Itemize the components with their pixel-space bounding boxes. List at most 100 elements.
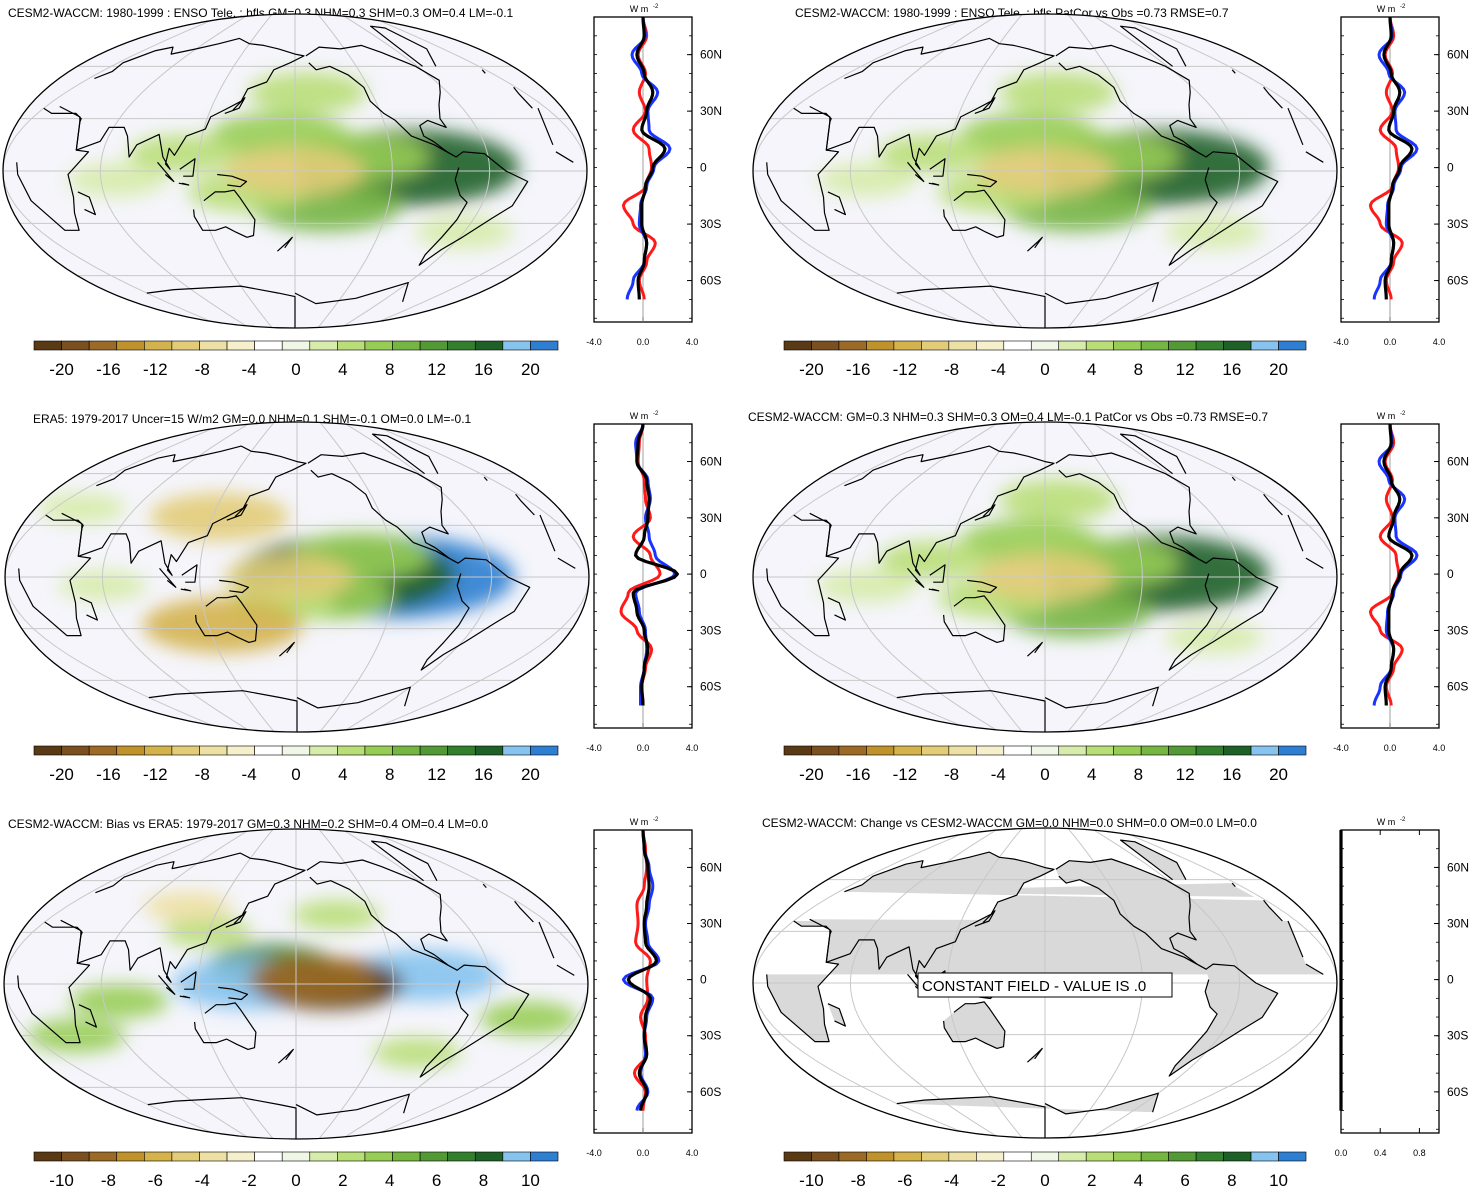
x-tick-label: 0.0: [637, 1148, 650, 1158]
coastline: [18, 512, 92, 637]
lat-tick-label: 30N: [1447, 511, 1469, 525]
coastline: [943, 189, 1006, 238]
colorbar-swatch: [783, 745, 812, 756]
coastline: [967, 173, 998, 188]
graticule: [753, 828, 1337, 1138]
coastline: [225, 911, 247, 928]
units-superscript: -2: [653, 411, 659, 417]
coastline: [1231, 882, 1236, 887]
coastline: [159, 568, 177, 588]
x-tick-label: 4.0: [1433, 337, 1446, 347]
colorbar-tick-label: -20: [49, 360, 74, 379]
colorbar-swatch: [1278, 745, 1307, 756]
colorbar-tick-label: 2: [338, 1171, 347, 1187]
graticule-lon: [1090, 14, 1241, 328]
lat-tick-label: 30N: [1447, 917, 1469, 931]
coastlines: [16, 25, 574, 328]
graticule-lon: [342, 422, 493, 732]
colorbar-swatch: [1113, 1151, 1142, 1162]
coastline: [180, 971, 197, 990]
colorbar-swatch: [226, 745, 255, 756]
colorbar-swatch: [1168, 1151, 1197, 1162]
colorbar-tick-label: -4: [944, 1171, 959, 1187]
colorbar-swatch: [948, 745, 977, 756]
colorbar: -20 -16 -12 -8 -4 0 4 8 12 16 20: [33, 745, 559, 784]
map-contents: [5, 422, 589, 732]
coastline: [515, 493, 535, 516]
coastline: [793, 37, 1055, 170]
colorbar-swatch: [921, 745, 950, 756]
anomaly-feature: [998, 479, 1118, 520]
colorbar-swatch: [502, 1151, 531, 1162]
anomaly-feature: [128, 134, 238, 173]
colorbar-swatch: [1223, 340, 1252, 351]
colorbar-swatch: [392, 340, 421, 351]
colorbar-swatch: [199, 340, 228, 351]
colorbar-swatch: [337, 340, 366, 351]
zonal-series-diff: [626, 829, 659, 1111]
colorbar-swatch: [530, 340, 559, 351]
coastline: [1055, 44, 1207, 158]
lat-tick-label: 30N: [700, 917, 722, 931]
colorbar-swatch: [530, 1151, 559, 1162]
anomaly-feature: [292, 899, 381, 931]
coastline: [539, 514, 556, 552]
map-border: [3, 828, 589, 1140]
land-fill: [896, 1093, 1159, 1138]
coastline: [1263, 86, 1283, 109]
coastline: [179, 158, 196, 177]
lat-tick-label: 0: [1447, 161, 1454, 175]
colorbar-swatch: [144, 1151, 173, 1162]
colorbar-tick-label: 20: [1269, 360, 1288, 379]
coastline: [148, 690, 298, 732]
coastline: [943, 1001, 1006, 1050]
graticule-lon: [100, 829, 251, 1139]
colorbar-swatch: [364, 340, 393, 351]
coastline: [556, 964, 575, 976]
colorbar-swatch: [199, 745, 228, 756]
colorbar-tick-label: 8: [1227, 1171, 1236, 1187]
coastline: [1263, 899, 1283, 922]
coastline: [1055, 858, 1207, 970]
graticule-lon: [1113, 828, 1337, 1138]
coastline: [158, 975, 176, 995]
colorbar-tick-label: 6: [432, 1171, 441, 1187]
coastline: [305, 44, 457, 158]
colorbar-swatch: [281, 1151, 311, 1162]
colorbar-swatch: [419, 1151, 448, 1162]
coastline: [17, 919, 91, 1044]
colorbar-swatch: [948, 340, 977, 351]
x-tick-label: -4.0: [586, 337, 602, 347]
anomaly-feature: [247, 956, 377, 1002]
graticule-lon: [849, 422, 1000, 732]
colorbar-tick-label: -12: [893, 765, 918, 784]
colorbar-tick-label: 12: [1176, 360, 1195, 379]
coastline: [181, 564, 198, 583]
x-tick-label: 4.0: [686, 337, 699, 347]
coastline: [1287, 514, 1304, 552]
land-fill: [1169, 964, 1278, 1076]
coastline: [294, 282, 409, 305]
coastline: [482, 883, 487, 888]
graticule-lon: [1090, 828, 1241, 1138]
colorbar-swatch: [171, 1151, 200, 1162]
colorbar-tick-label: -8: [851, 1171, 866, 1187]
coastline: [420, 557, 531, 671]
colorbar-swatch: [1278, 1151, 1307, 1162]
zonal-profile: 60N 30N 0 30S 60S -4.0 0.0 4.0 W m -2: [586, 4, 722, 347]
units-label: W m: [630, 411, 649, 421]
coastline: [481, 69, 486, 74]
coastline: [974, 504, 996, 521]
graticule-lon: [753, 422, 977, 732]
graticule: [4, 829, 588, 1139]
coastline: [1287, 920, 1304, 958]
zonal-profile: 60N 30N 0 30S 60S -4.0 0.0 4.0 W m -2: [586, 817, 722, 1158]
units-superscript: -2: [1400, 411, 1406, 417]
zonal-series-diff: [1382, 16, 1414, 300]
colorbar-tick-label: 8: [1134, 360, 1143, 379]
zonal-series-diff: [635, 16, 667, 300]
lat-tick-label: 60S: [1447, 680, 1468, 694]
coastlines: [766, 25, 1324, 328]
colorbar-tick-label: 8: [479, 1171, 488, 1187]
colorbar-swatch: [254, 1151, 283, 1162]
